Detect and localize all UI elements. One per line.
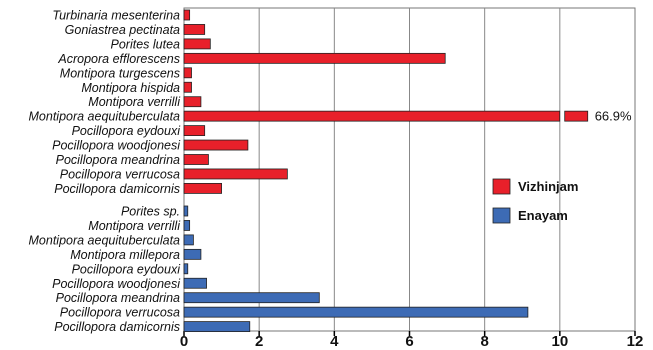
category-label: Montipora turgescens <box>60 66 180 80</box>
bar <box>183 24 206 35</box>
bar <box>183 182 222 194</box>
bar <box>183 168 288 180</box>
legend-swatch <box>492 178 511 195</box>
bar <box>183 205 189 217</box>
bar <box>183 67 192 79</box>
category-label: Goniastrea pectinata <box>65 23 180 37</box>
category-label: Pocillopora woodjonesi <box>52 139 181 153</box>
category-label: Montipora hispida <box>81 81 180 95</box>
bar <box>183 154 209 165</box>
category-label: Porites sp. <box>121 205 180 219</box>
bar <box>183 248 202 260</box>
x-tick-label: 0 <box>180 333 188 350</box>
bar <box>183 277 207 289</box>
bar <box>183 234 194 246</box>
x-tick-label: 6 <box>405 333 413 350</box>
bar <box>183 52 446 64</box>
bar <box>183 306 529 318</box>
category-label: Pocillopora verrucosa <box>60 167 180 181</box>
category-label: Pocillopora meandrina <box>56 153 180 167</box>
bar <box>183 9 191 21</box>
bar <box>183 125 206 136</box>
bar-value-label: 66.9% <box>595 109 632 124</box>
legend-swatch <box>492 207 511 224</box>
category-label: Acropora efflorescens <box>57 52 180 66</box>
bar <box>183 81 192 93</box>
category-label: Porites lutea <box>111 37 181 51</box>
category-label: Montipora aequituberculata <box>29 110 181 124</box>
category-label: Pocillopora eydouxi <box>72 124 182 138</box>
x-tick-label: 8 <box>480 333 488 350</box>
category-label: Pocillopora damicornis <box>54 182 180 196</box>
bar <box>183 220 191 231</box>
category-label: Pocillopora meandrina <box>56 291 180 305</box>
x-tick-label: 12 <box>627 333 644 350</box>
category-label: Montipora aequituberculata <box>29 233 181 247</box>
category-label: Turbinaria mesenterina <box>52 9 180 23</box>
category-label: Montipora millepora <box>70 248 180 262</box>
category-label: Pocillopora verrucosa <box>60 306 180 320</box>
legend-label: Enayam <box>518 208 568 223</box>
x-tick-label: 4 <box>330 333 339 350</box>
category-label: Montipora verrilli <box>88 219 181 233</box>
bar <box>183 263 189 275</box>
bar <box>183 321 251 333</box>
category-label: Montipora verrilli <box>88 95 181 109</box>
category-label: Pocillopora woodjonesi <box>52 277 181 291</box>
legend-label: Vizhinjam <box>518 179 578 194</box>
bar-break-segment <box>564 110 589 122</box>
bar <box>183 96 202 108</box>
x-tick-label: 10 <box>551 333 568 350</box>
category-label: Pocillopora damicornis <box>54 320 180 334</box>
bar <box>183 292 320 304</box>
x-tick-label: 2 <box>255 333 263 350</box>
bar <box>183 38 211 50</box>
bar <box>183 139 249 151</box>
category-label: Pocillopora eydouxi <box>72 262 182 276</box>
bar <box>183 110 561 122</box>
